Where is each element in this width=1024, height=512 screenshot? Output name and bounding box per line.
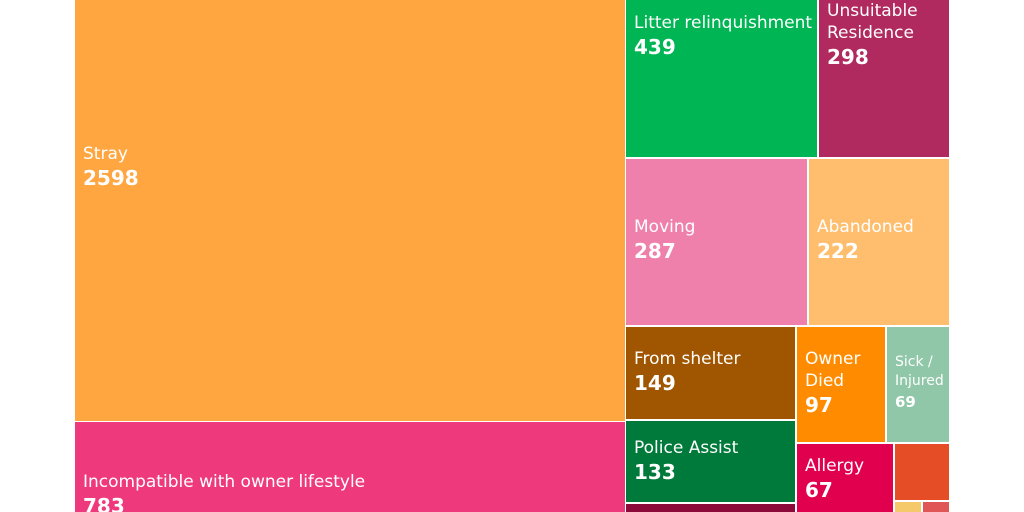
tile-label: Allergy 67 — [805, 455, 889, 503]
tile-label: Moving 287 — [634, 216, 803, 264]
tile — [895, 444, 949, 500]
tile — [923, 502, 949, 512]
tile: Sick / Injured 69 — [887, 327, 949, 442]
value-label: 2598 — [83, 166, 139, 190]
tile-label: Incompatible with owner lifestyle 783 — [83, 471, 621, 512]
value-label: 67 — [805, 478, 833, 502]
value-label: 69 — [895, 393, 916, 411]
tile-label: Sick / Injured 69 — [895, 353, 945, 413]
category-label: Sick / Injured — [895, 354, 944, 389]
category-label: Abandoned — [817, 217, 914, 237]
value-label: 298 — [827, 45, 869, 69]
tile: Incompatible with owner lifestyle 783 — [75, 422, 625, 512]
value-label: 439 — [634, 35, 676, 59]
tile: Owner Died 97 — [797, 327, 885, 442]
tile: From shelter 149 — [626, 327, 795, 419]
tile: Allergy 67 — [797, 444, 893, 512]
category-label: Litter relinquishment — [634, 13, 813, 33]
tile: Police Assist 133 — [626, 421, 795, 502]
tile: Unsuitable Residence 298 — [819, 0, 949, 157]
tile-label: Abandoned 222 — [817, 216, 945, 264]
category-label: Unsuitable Residence — [827, 1, 918, 43]
category-label: Incompatible with owner lifestyle — [83, 472, 366, 492]
tile-label: Owner Died 97 — [805, 348, 881, 418]
tile: Litter relinquishment 439 — [626, 0, 817, 157]
tile-label: Police Assist 133 — [634, 437, 791, 485]
category-label: Stray — [83, 144, 128, 164]
value-label: 287 — [634, 239, 676, 263]
category-label: Moving — [634, 217, 696, 237]
tile-label: Unsuitable Residence 298 — [827, 0, 945, 70]
tile-label: From shelter 149 — [634, 348, 791, 396]
value-label: 222 — [817, 239, 859, 263]
value-label: 149 — [634, 371, 676, 395]
category-label: Owner Died — [805, 349, 861, 391]
tile: Stray 2598 — [75, 0, 625, 421]
category-label: Police Assist — [634, 438, 739, 458]
tile-label: Litter relinquishment 439 — [634, 12, 813, 60]
tile-label: Stray 2598 — [83, 143, 621, 191]
value-label: 97 — [805, 393, 833, 417]
category-label: From shelter — [634, 349, 741, 369]
category-label: Allergy — [805, 456, 865, 476]
tile: Abandoned 222 — [809, 159, 949, 325]
value-label: 783 — [83, 494, 125, 512]
value-label: 133 — [634, 460, 676, 484]
tile: Moving 287 — [626, 159, 807, 325]
tile — [895, 502, 921, 512]
tile — [626, 504, 795, 512]
